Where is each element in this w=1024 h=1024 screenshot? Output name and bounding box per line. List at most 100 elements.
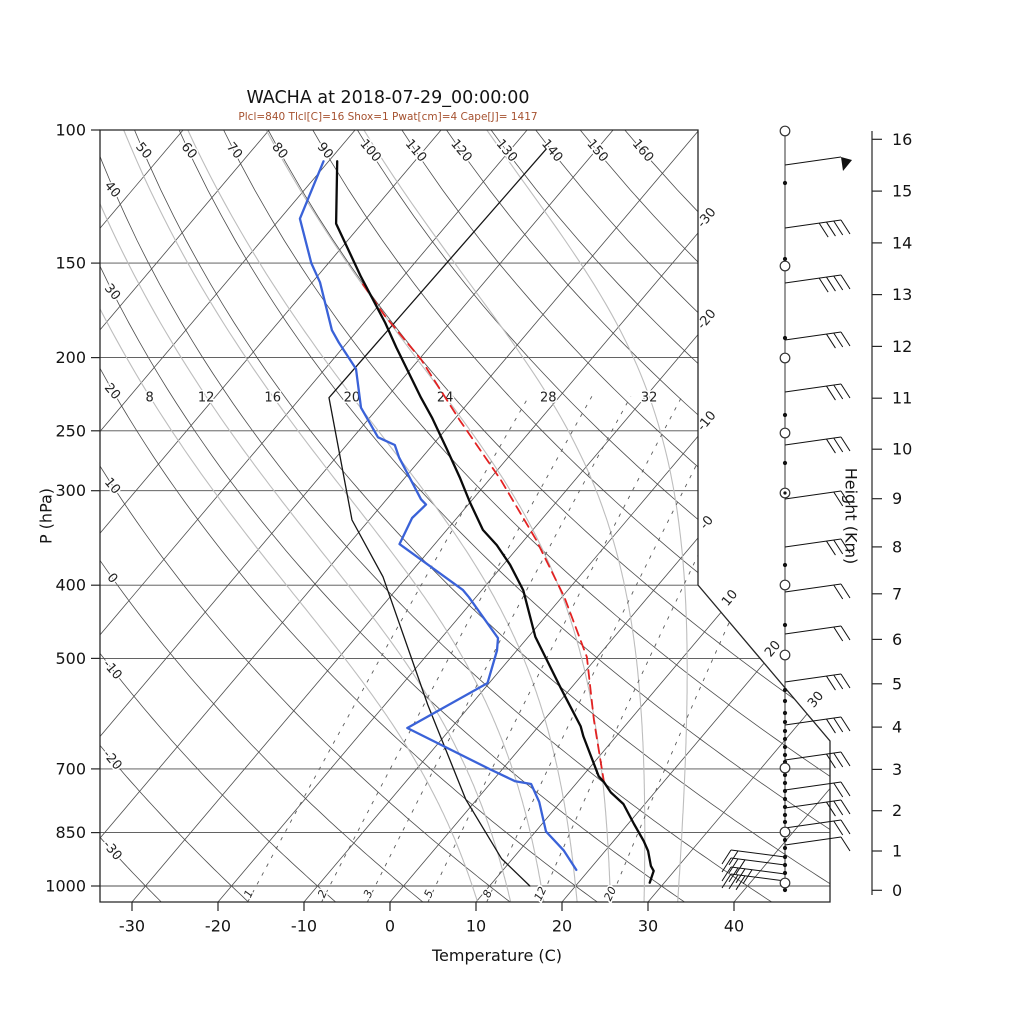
svg-text:0: 0 xyxy=(385,917,395,936)
svg-text:16: 16 xyxy=(892,130,912,149)
svg-text:20: 20 xyxy=(601,885,619,903)
wind-dot xyxy=(782,460,788,466)
svg-text:40: 40 xyxy=(101,179,123,201)
station-circle xyxy=(779,826,791,838)
wind-dot xyxy=(782,772,788,778)
wind-barb xyxy=(784,490,851,507)
grid-labels: 50 60 70 80 90 100 110 120 130 140 150 160-30-20-10… xyxy=(98,135,827,904)
svg-text:-0: -0 xyxy=(697,513,717,533)
wind-dot xyxy=(782,180,788,186)
wind-dot xyxy=(782,335,788,341)
svg-text:12: 12 xyxy=(198,391,215,406)
wind-dot xyxy=(782,796,788,802)
svg-text:30: 30 xyxy=(101,281,123,303)
svg-text:2: 2 xyxy=(892,801,902,820)
svg-text:0: 0 xyxy=(892,881,902,900)
wind-barb xyxy=(784,156,852,171)
svg-text:0: 0 xyxy=(104,571,121,587)
svg-text:14: 14 xyxy=(892,233,912,252)
wind-barb xyxy=(784,436,851,454)
svg-text:150: 150 xyxy=(583,137,610,166)
wind-barb xyxy=(784,751,851,769)
svg-text:850: 850 xyxy=(55,823,86,842)
svg-text:12: 12 xyxy=(892,337,912,356)
svg-text:5: 5 xyxy=(421,888,436,900)
station-circle xyxy=(779,352,791,364)
svg-text:32: 32 xyxy=(641,391,658,406)
wind-dot xyxy=(782,845,788,851)
wind-dot xyxy=(782,780,788,786)
dewpoint-curve xyxy=(298,160,578,872)
station-circle xyxy=(779,762,791,774)
parcel-ascent-curve xyxy=(362,283,605,784)
wind-dot xyxy=(782,728,788,734)
station-circle xyxy=(779,579,791,591)
wind-dot xyxy=(782,710,788,716)
svg-text:3: 3 xyxy=(361,888,376,900)
svg-text:6: 6 xyxy=(892,630,902,649)
wind-barb xyxy=(721,873,786,891)
svg-text:20: 20 xyxy=(344,391,361,406)
svg-text:70: 70 xyxy=(223,140,245,162)
wind-dot xyxy=(782,812,788,818)
svg-text:700: 700 xyxy=(55,759,86,778)
station-circle xyxy=(779,427,791,439)
svg-text:300: 300 xyxy=(55,481,86,500)
wind-dot xyxy=(782,412,788,418)
svg-text:-10: -10 xyxy=(291,917,317,936)
wind-barb xyxy=(721,849,786,866)
sounding-indices: Plcl=840 Tlcl[C]=16 Shox=1 Pwat[cm]=4 Ca… xyxy=(238,111,538,123)
dry-adiabats xyxy=(100,130,830,902)
svg-text:2: 2 xyxy=(315,888,330,900)
svg-text:90: 90 xyxy=(314,140,336,162)
temperature-axis-label: Temperature (C) xyxy=(431,946,563,965)
wind-barb xyxy=(784,538,851,556)
svg-text:30: 30 xyxy=(805,689,827,711)
wind-barb xyxy=(721,857,786,875)
svg-text:10: 10 xyxy=(892,440,912,459)
wind-dot xyxy=(782,804,788,810)
wind-dot xyxy=(782,887,788,893)
svg-text:60: 60 xyxy=(178,140,200,162)
plot-frame xyxy=(99,129,831,903)
svg-text:200: 200 xyxy=(55,348,86,367)
svg-text:250: 250 xyxy=(55,421,86,440)
svg-text:8: 8 xyxy=(480,888,495,900)
svg-text:160: 160 xyxy=(629,137,656,166)
svg-text:120: 120 xyxy=(447,137,474,166)
wind-dot xyxy=(782,698,788,704)
temperature-curve xyxy=(334,160,655,884)
wind-barb xyxy=(721,866,786,885)
moist-adiabats xyxy=(100,130,688,902)
wind-barb xyxy=(784,583,851,600)
svg-text:11: 11 xyxy=(892,389,912,408)
parcel-curve xyxy=(328,148,547,887)
wind-dot xyxy=(782,256,788,262)
svg-text:12: 12 xyxy=(532,885,550,903)
svg-text:28: 28 xyxy=(540,391,557,406)
wind-dot xyxy=(782,819,788,825)
grid xyxy=(100,130,830,902)
svg-text:1: 1 xyxy=(892,841,902,860)
svg-text:80: 80 xyxy=(268,140,290,162)
svg-text:130: 130 xyxy=(493,137,520,166)
svg-text:400: 400 xyxy=(55,576,86,595)
svg-text:3: 3 xyxy=(892,760,902,779)
height-axis-label: Height (Km) xyxy=(841,467,861,565)
wind-dot xyxy=(782,562,788,568)
wind-barb xyxy=(784,219,851,238)
svg-text:-20: -20 xyxy=(205,917,231,936)
wind-dot xyxy=(782,622,788,628)
station-circle xyxy=(779,649,791,661)
isotherms xyxy=(100,130,830,902)
wind-barb xyxy=(784,781,851,798)
svg-text:15: 15 xyxy=(892,182,912,201)
svg-text:9: 9 xyxy=(892,489,902,508)
svg-text:8: 8 xyxy=(892,537,902,556)
svg-text:7: 7 xyxy=(892,584,902,603)
svg-text:110: 110 xyxy=(402,137,429,166)
svg-text:13: 13 xyxy=(892,285,912,304)
svg-text:4: 4 xyxy=(892,718,902,737)
